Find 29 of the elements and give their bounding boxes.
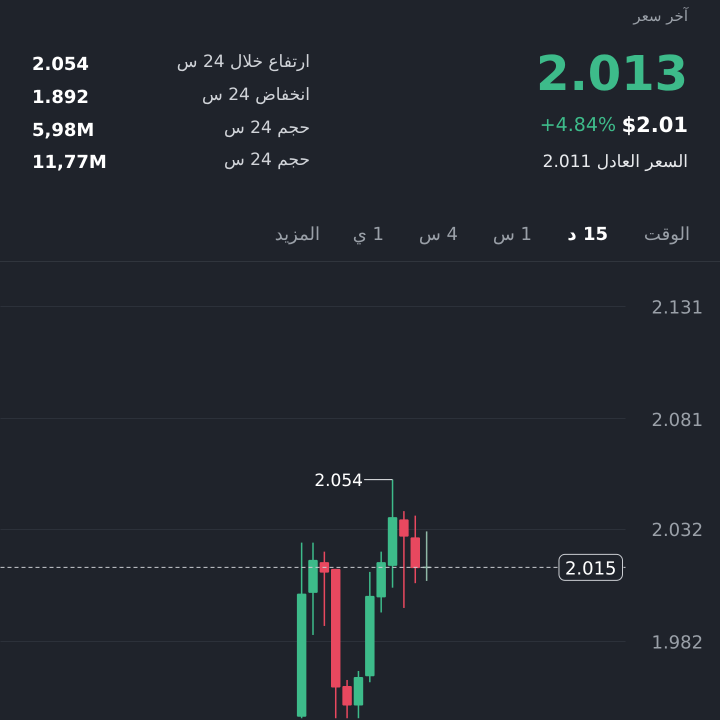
- text: الوقت: [644, 223, 690, 247]
- text: 1 ي: [352, 223, 384, 247]
- text: آخر سعر: [633, 6, 688, 27]
- candlestick: [320, 550, 330, 627]
- text: 2.054: [32, 53, 89, 77]
- candlestick: [422, 530, 432, 582]
- candlestick: [342, 679, 352, 719]
- text: 1 س: [492, 223, 532, 247]
- text: 11,77M: [32, 151, 107, 175]
- y-tick-label: 2.032: [652, 520, 704, 542]
- annotation: 2.054: [314, 471, 364, 492]
- text: 1.892: [32, 86, 89, 110]
- text: 4 س: [418, 223, 458, 247]
- ref-line-label: 2.015: [564, 558, 616, 580]
- y-tick-label: 1.982: [652, 632, 704, 654]
- text: +4.84%: [540, 113, 616, 138]
- text: 2.013: [536, 45, 688, 104]
- text: $2.01: [622, 112, 688, 139]
- text: المزيد: [274, 223, 320, 247]
- text: 5,98M: [32, 119, 94, 143]
- text: ارتفاع خلال 24 س: [176, 51, 310, 74]
- y-tick-label: 2.131: [652, 297, 704, 318]
- y-tick-label: 2.081: [652, 410, 704, 431]
- text: السعر العادل 2.011: [542, 151, 688, 174]
- text: حجم 24 س: [223, 117, 310, 140]
- text: 15 د: [567, 223, 608, 247]
- text: حجم 24 س: [223, 149, 310, 172]
- text: انخفاض 24 س: [201, 84, 310, 107]
- candlestick: [399, 510, 409, 609]
